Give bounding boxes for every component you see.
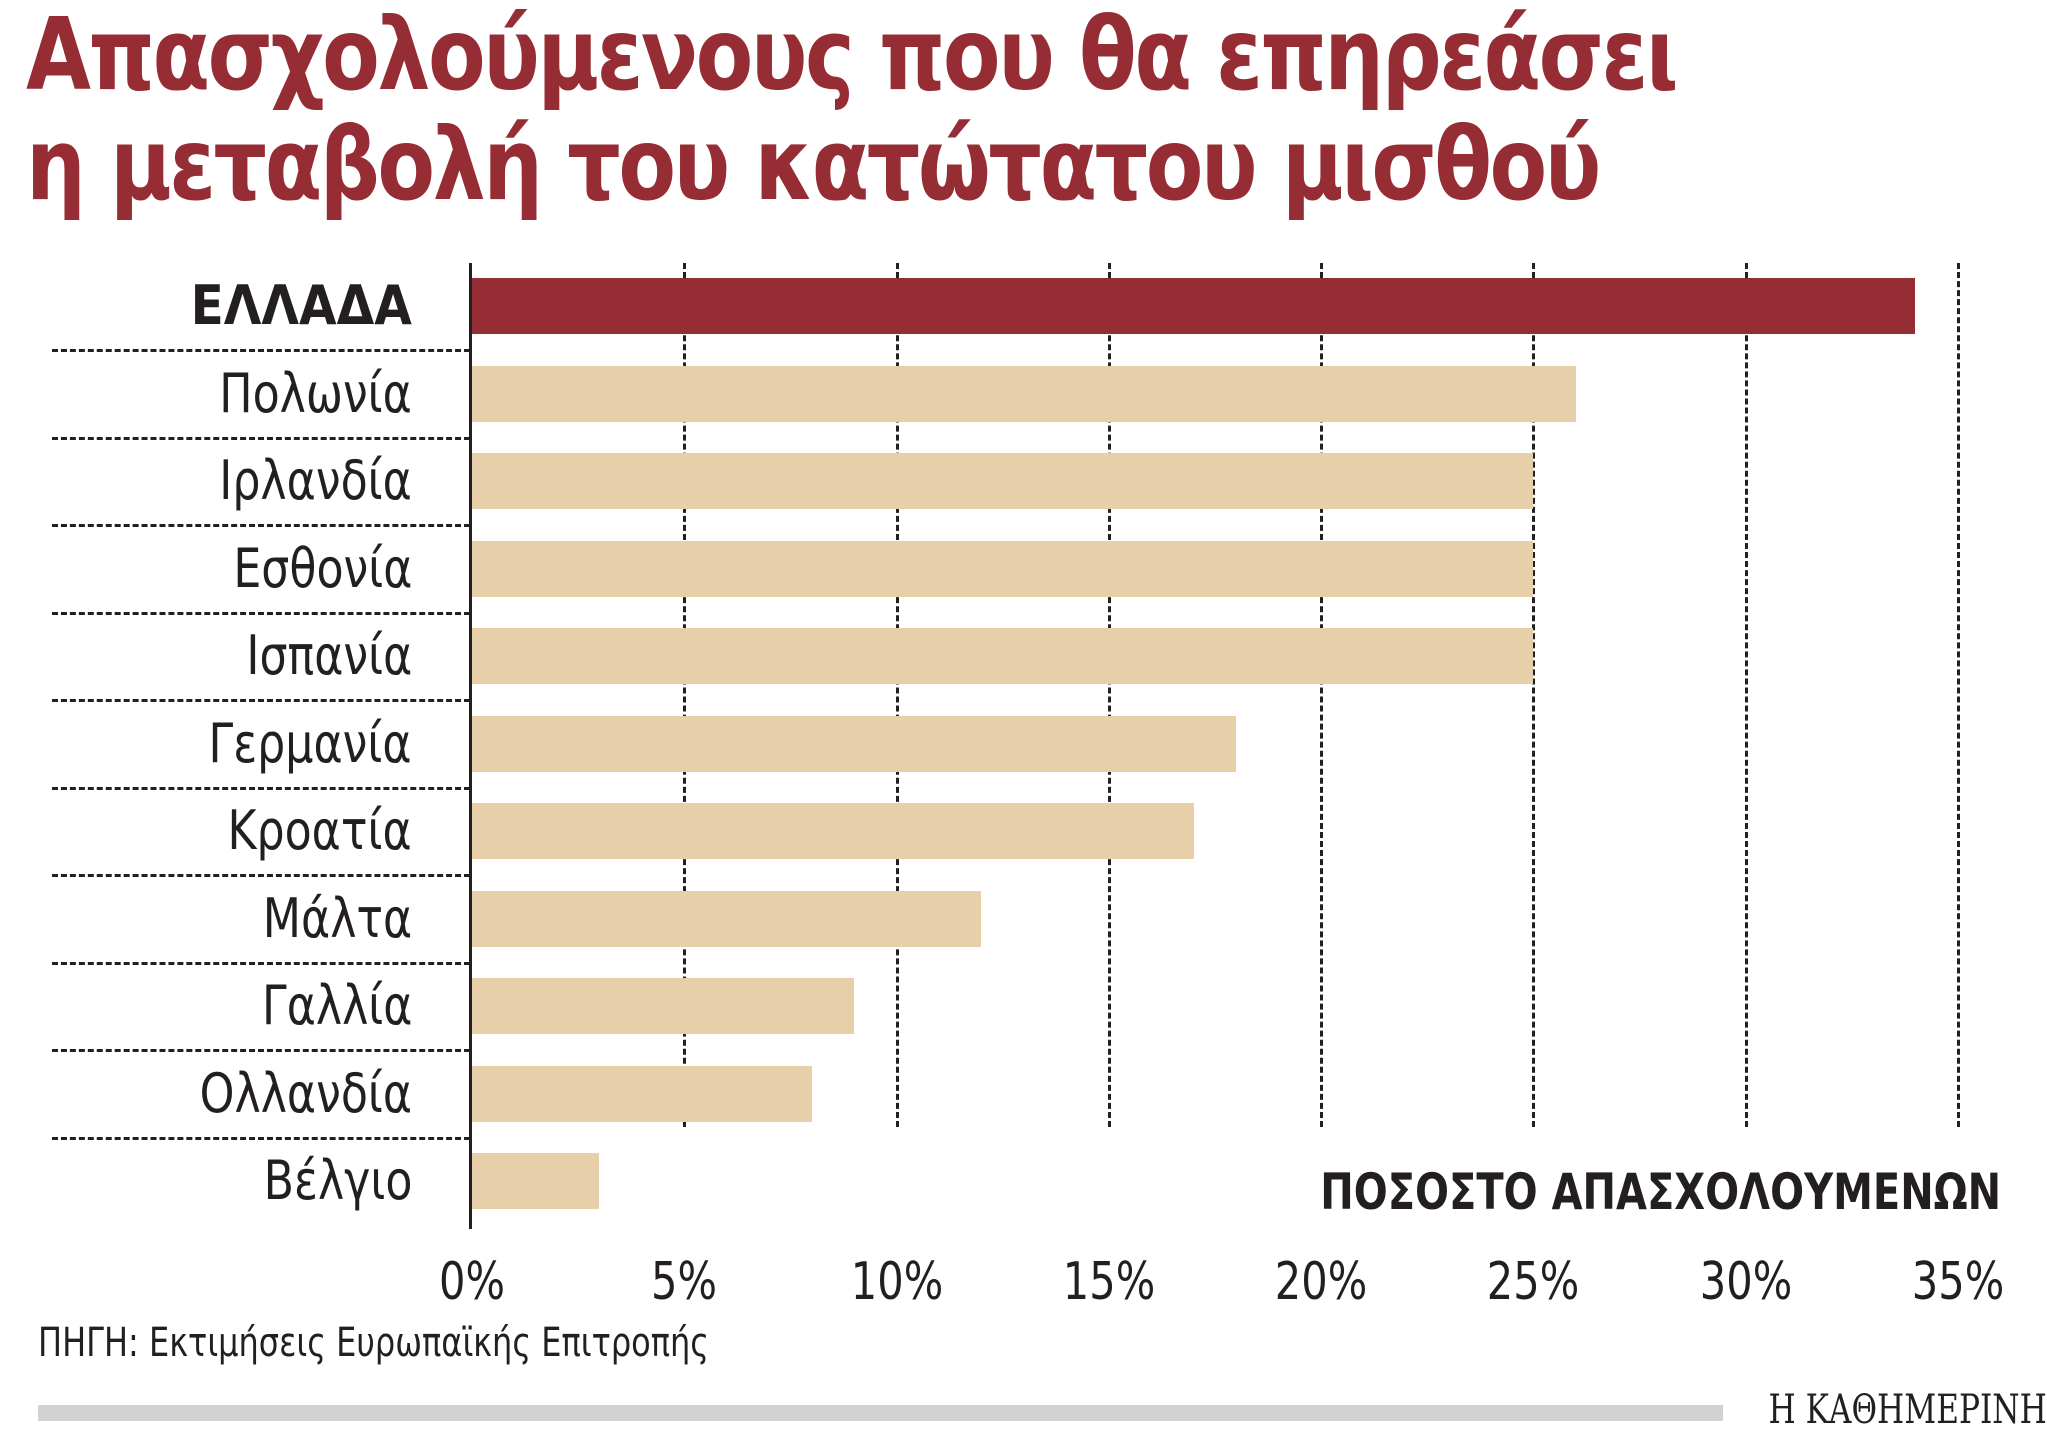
row-separator xyxy=(52,524,470,527)
row-label: Κροατία xyxy=(227,799,412,862)
x-tick-label: 35% xyxy=(1911,1252,2004,1312)
source-note: ΠΗΓΗ: Εκτιμήσεις Ευρωπαϊκής Επιτροπής xyxy=(38,1320,710,1366)
x-tick-label: 10% xyxy=(850,1252,943,1312)
row-separator xyxy=(52,961,470,965)
bar xyxy=(472,1065,812,1122)
gridline xyxy=(895,263,899,1127)
row-label: Εσθονία xyxy=(232,536,412,600)
x-tick-label: 25% xyxy=(1487,1252,1580,1312)
bar xyxy=(472,1153,600,1209)
footer-rule xyxy=(38,1405,1723,1421)
bar xyxy=(472,453,1534,509)
gridline xyxy=(1744,263,1748,1127)
row-separator xyxy=(52,1136,470,1140)
row-label: Ιρλανδία xyxy=(219,449,412,512)
row-separator xyxy=(52,1049,470,1052)
x-tick-label: 20% xyxy=(1274,1252,1368,1312)
row-label: Ολλανδία xyxy=(199,1061,412,1125)
row-separator xyxy=(52,699,470,702)
x-tick-label: 15% xyxy=(1062,1252,1155,1312)
row-separator xyxy=(52,786,470,790)
row-label: Πολωνία xyxy=(219,361,412,425)
x-axis-title: ΠΟΣΟΣΤΟ ΑΠΑΣΧΟΛΟΥΜΕΝΩΝ xyxy=(1320,1163,2001,1221)
gridline xyxy=(1107,263,1111,1127)
bar xyxy=(472,890,982,947)
x-tick-label: 30% xyxy=(1699,1252,1792,1312)
publisher-logo: Η ΚΑΘΗΜΕΡΙΝΗ xyxy=(1768,1387,2047,1433)
row-label: Γαλλία xyxy=(261,974,412,1037)
bar xyxy=(472,628,1534,684)
row-separator xyxy=(52,349,470,352)
chart-title: Απασχολούμενους που θα επηρεάσει η μεταβ… xyxy=(26,0,1679,223)
row-label: ΕΛΛΑΔΑ xyxy=(190,274,412,337)
bar-highlighted xyxy=(472,278,1916,334)
bar xyxy=(472,803,1194,859)
row-separator xyxy=(52,611,470,615)
row-label: Γερμανία xyxy=(209,711,412,775)
row-label: Μάλτα xyxy=(262,886,412,950)
gridline xyxy=(1532,263,1536,1127)
row-separator xyxy=(52,874,470,877)
gridline xyxy=(1956,263,1960,1127)
y-axis-line xyxy=(469,263,472,1229)
x-tick-label: 0% xyxy=(439,1252,505,1312)
bar xyxy=(472,715,1237,772)
bar xyxy=(472,365,1576,422)
title-line-2: η μεταβολή του κατώτατου μισθού xyxy=(26,106,1601,223)
gridline xyxy=(683,263,687,1127)
bar xyxy=(472,978,855,1034)
row-separator xyxy=(52,436,470,440)
row-label: Ισπανία xyxy=(246,624,412,687)
title-line-1: Απασχολούμενους που θα επηρεάσει xyxy=(26,0,1679,113)
row-label: Βέλγιο xyxy=(263,1149,412,1212)
bar xyxy=(472,540,1534,597)
x-tick-label: 5% xyxy=(651,1252,718,1312)
gridline xyxy=(1320,263,1323,1127)
